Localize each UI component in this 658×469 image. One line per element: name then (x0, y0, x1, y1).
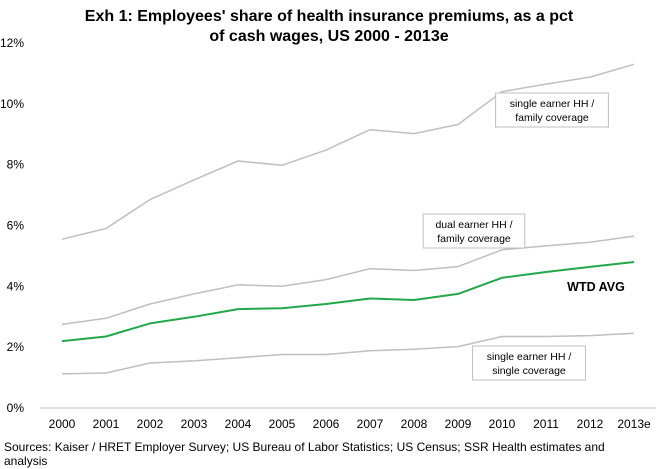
chart-title-line-2: of cash wages, US 2000 - 2013e (209, 28, 448, 45)
series-line-2 (61, 261, 635, 343)
series-label-text: family coverage (437, 233, 511, 245)
series-label-text: family coverage (515, 112, 589, 124)
series-label-text: WTD AVG (567, 280, 625, 294)
source-note-line-1: Sources: Kaiser / HRET Employer Survey; … (4, 440, 605, 454)
x-tick-label: 2011 (533, 417, 559, 431)
series-line-1 (61, 235, 635, 326)
y-tick-label: 12% (0, 36, 24, 50)
x-tick-label: 2006 (313, 417, 340, 431)
series-label-text: single earner HH / (487, 351, 572, 363)
series-label-text: dual earner HH / (435, 219, 512, 231)
x-tick-label: 2007 (357, 417, 384, 431)
series-label-box (495, 92, 609, 128)
x-tick-label: 2005 (269, 417, 296, 431)
series-label-text: single earner HH / (510, 98, 595, 110)
series-line-0 (61, 63, 635, 240)
y-tick-label: 0% (7, 401, 25, 415)
source-note-line-2: analysis (4, 454, 47, 468)
x-tick-label: 2000 (49, 417, 76, 431)
x-tick-label: 2013e (617, 417, 651, 431)
x-tick-label: 2004 (225, 417, 252, 431)
x-axis-ticks: 2000 2001 2002 2003 2004 2005 2006 2007 2008 2009… (49, 417, 651, 431)
x-tick-label: 2010 (489, 417, 516, 431)
series-label-2: WTD AVG (567, 280, 625, 294)
x-tick-label: 2009 (445, 417, 472, 431)
y-tick-label: 10% (0, 97, 24, 111)
series-lines (61, 63, 635, 375)
series-label-0: single earner HH / family coverage (495, 92, 609, 128)
y-tick-label: 6% (7, 219, 25, 233)
series-label-1: dual earner HH / family coverage (422, 213, 526, 249)
x-tick-label: 2002 (137, 417, 164, 431)
x-tick-label: 2012 (577, 417, 604, 431)
x-tick-label: 2003 (181, 417, 208, 431)
x-tick-label: 2008 (401, 417, 428, 431)
y-tick-label: 4% (7, 279, 25, 293)
x-tick-label: 2001 (93, 417, 120, 431)
y-axis-ticks: 0% 2% 4% 6% 8% 10% 12% (0, 36, 24, 415)
series-line-3 (61, 332, 635, 375)
y-tick-label: 2% (7, 340, 25, 354)
y-tick-label: 8% (7, 158, 25, 172)
chart-title-line-1: Exh 1: Employees' share of health insura… (85, 8, 574, 25)
series-label-text: single coverage (492, 365, 566, 377)
series-label-box (422, 213, 526, 249)
series-label-box (472, 345, 586, 381)
series-label-3: single earner HH / single coverage (472, 345, 586, 381)
